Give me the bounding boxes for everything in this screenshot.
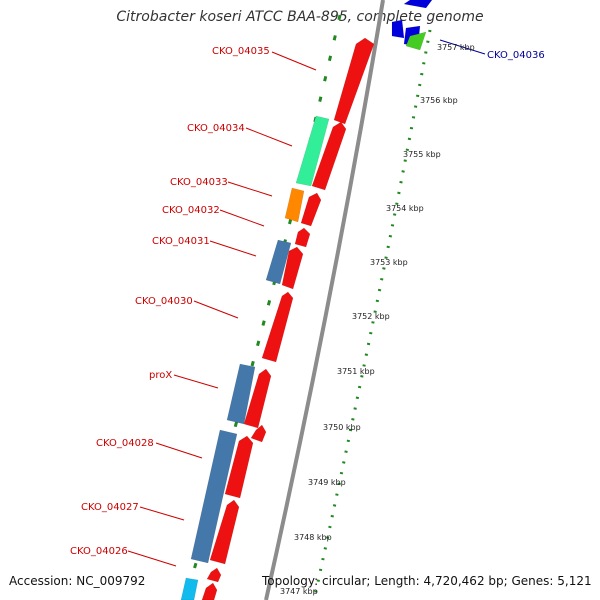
feature-cds-04033-cog xyxy=(284,187,305,223)
tick-ring-outer xyxy=(312,29,432,600)
leader-cko_04036 xyxy=(439,39,486,55)
leader-cko_04032 xyxy=(219,209,265,227)
feature-cds-prox xyxy=(243,368,272,429)
gene-label-cko_04033: CKO_04033 xyxy=(170,177,228,188)
tick-label-3751: 3751 kbp xyxy=(337,367,375,376)
leader-cko_04028 xyxy=(155,442,203,459)
feature-top-blue-1 xyxy=(403,0,433,9)
tick-ring-inner xyxy=(183,14,342,600)
feature-cds-04026-cog xyxy=(180,577,199,600)
tick-label-3757: 3757 kbp xyxy=(437,43,475,52)
genome-summary: Topology: circular; Length: 4,720,462 bp… xyxy=(262,574,592,588)
label-leaders xyxy=(127,39,486,567)
leader-prox xyxy=(173,374,219,389)
tick-label-3755: 3755 kbp xyxy=(403,150,441,159)
position-ticks: 3757 kbp 3756 kbp 3755 kbp 3754 kbp 3753 kbp… xyxy=(280,43,475,596)
tick-label-3754: 3754 kbp xyxy=(386,204,424,213)
feature-cds-04028a xyxy=(250,424,267,443)
accession-text: Accession: NC_009792 xyxy=(9,574,146,588)
feature-track xyxy=(180,0,433,600)
gene-label-cko_04026: CKO_04026 xyxy=(70,546,128,557)
leader-cko_04026 xyxy=(127,550,177,567)
feature-cds-04031a xyxy=(294,227,311,248)
feature-cds-04031-fwd xyxy=(265,239,292,285)
feature-top-blue-2 xyxy=(391,19,405,39)
feature-cds-04028b xyxy=(224,435,254,499)
leader-cko_04027 xyxy=(139,506,185,521)
feature-cds-04030 xyxy=(261,291,294,363)
feature-cds-04027 xyxy=(209,499,240,565)
feature-cds-04026b xyxy=(201,582,218,600)
gene-label-cko_04028: CKO_04028 xyxy=(96,438,154,449)
gene-label-cko_04032: CKO_04032 xyxy=(162,205,220,216)
leader-cko_04035 xyxy=(271,51,317,71)
feature-cds-04035 xyxy=(333,37,375,125)
feature-cds-04032 xyxy=(300,192,322,227)
feature-top-lime xyxy=(405,31,427,51)
tick-label-3748: 3748 kbp xyxy=(294,533,332,542)
tick-label-3747: 3747 kbp xyxy=(280,587,318,596)
gene-label-prox: proX xyxy=(149,370,172,381)
feature-cds-04028-fwd xyxy=(190,429,238,564)
tick-label-3749: 3749 kbp xyxy=(308,478,346,487)
feature-cds-04034 xyxy=(311,121,347,191)
gene-label-cko_04036: CKO_04036 xyxy=(487,50,545,61)
tick-label-3750: 3750 kbp xyxy=(323,423,361,432)
feature-cds-04034-cog xyxy=(295,115,330,187)
leader-cko_04031 xyxy=(209,240,257,257)
feature-cds-04026a xyxy=(206,567,222,583)
backbone-arc xyxy=(264,0,385,600)
gene-label-cko_04030: CKO_04030 xyxy=(135,296,193,307)
map-title: Citrobacter koseri ATCC BAA-895, complet… xyxy=(116,9,484,25)
gene-label-cko_04034: CKO_04034 xyxy=(187,123,245,134)
leader-cko_04030 xyxy=(193,300,239,319)
gene-label-cko_04027: CKO_04027 xyxy=(81,502,139,513)
leader-cko_04033 xyxy=(227,181,273,197)
leader-cko_04034 xyxy=(245,127,293,147)
tick-label-3756: 3756 kbp xyxy=(420,96,458,105)
tick-label-3752: 3752 kbp xyxy=(352,312,390,321)
gene-label-cko_04031: CKO_04031 xyxy=(152,236,210,247)
tick-label-3753: 3753 kbp xyxy=(370,258,408,267)
feature-cds-04031b xyxy=(281,246,304,290)
gene-label-cko_04035: CKO_04035 xyxy=(212,46,270,57)
gene-labels: CKO_04035 CKO_04034 CKO_04033 CKO_04032 CKO_… xyxy=(70,46,545,557)
